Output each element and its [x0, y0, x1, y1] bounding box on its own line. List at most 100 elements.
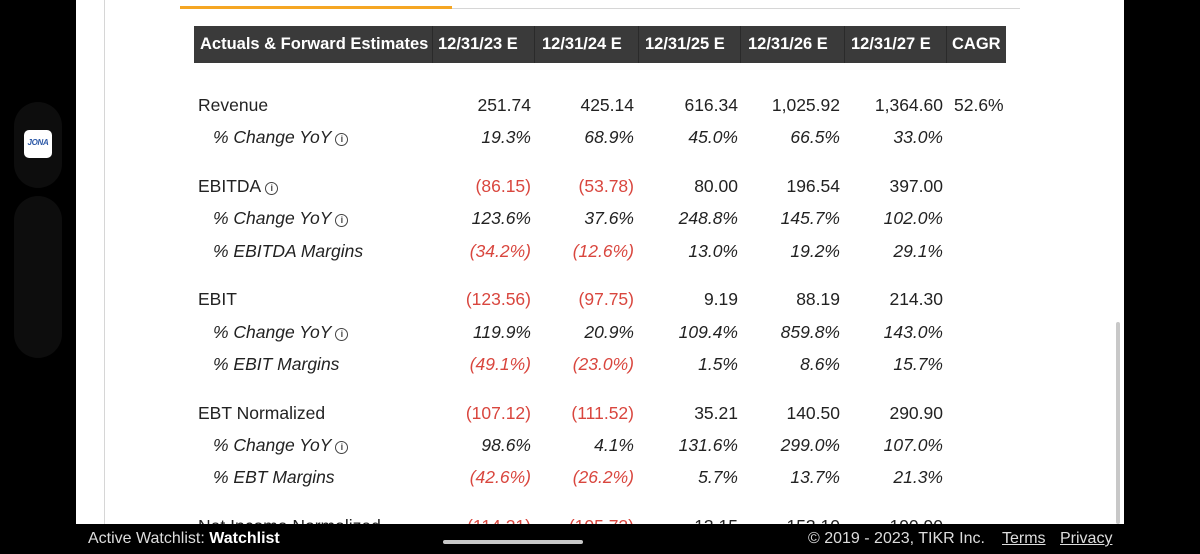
value-cell: 1,025.92: [771, 95, 840, 115]
value-cell: 45.0%: [688, 127, 738, 147]
value-cell: 21.3%: [893, 467, 943, 487]
header-period: 12/31/27 E: [851, 35, 931, 53]
header-divider: [844, 26, 845, 63]
header-period: 12/31/25 E: [645, 35, 725, 53]
value-cell: 5.7%: [698, 467, 738, 487]
value-cell: (42.6%): [469, 467, 531, 487]
value-cell: 19.3%: [481, 127, 531, 147]
value-cell: 251.74: [477, 95, 531, 115]
cagr-cell: 52.6%: [954, 95, 1004, 115]
value-cell: (86.15): [475, 176, 531, 196]
header-divider: [432, 26, 433, 63]
value-cell: (23.0%): [572, 354, 634, 374]
content-edge: [104, 0, 105, 524]
value-cell: 123.6%: [471, 208, 531, 228]
tab-divider: [180, 8, 1020, 9]
copyright-text: © 2019 - 2023, TIKR Inc.: [808, 530, 985, 547]
row-label: % Change YoY i: [213, 123, 349, 151]
header-period: 12/31/23 E: [438, 35, 518, 53]
privacy-link[interactable]: Privacy: [1060, 530, 1113, 547]
value-cell: 425.14: [580, 95, 634, 115]
row-label: % Change YoY i: [213, 431, 349, 459]
info-icon[interactable]: i: [335, 441, 349, 454]
value-cell: 15.7%: [893, 354, 943, 374]
value-cell: 35.21: [694, 403, 738, 423]
table-row: % EBT Margins (42.6%) (26.2%) 5.7% 13.7% 21.3…: [194, 463, 1006, 491]
value-cell: 13.0%: [688, 241, 738, 261]
info-icon[interactable]: i: [335, 214, 349, 227]
value-cell: 37.6%: [584, 208, 634, 228]
value-cell: (53.78): [578, 176, 634, 196]
footer-bar: Active Watchlist: Watchlist © 2019 - 202…: [0, 524, 1200, 554]
content-page: [76, 0, 1124, 524]
header-divider: [638, 26, 639, 63]
value-cell: 145.7%: [780, 208, 840, 228]
value-cell: 109.4%: [678, 322, 738, 342]
value-cell: 214.30: [889, 289, 943, 309]
value-cell: 196.54: [786, 176, 840, 196]
value-cell: 8.6%: [800, 354, 840, 374]
value-cell: 107.0%: [883, 435, 943, 455]
row-label: EBIT: [198, 289, 237, 309]
value-cell: (97.75): [578, 289, 634, 309]
table-row: % EBITDA Margins (34.2%) (12.6%) 13.0% 19.2%…: [194, 237, 1006, 265]
value-cell: 290.90: [889, 403, 943, 423]
avatar[interactable]: JONA: [24, 130, 52, 158]
info-icon[interactable]: i: [265, 182, 279, 195]
row-label: % EBIT Margins: [213, 354, 340, 374]
value-cell: 13.7%: [790, 467, 840, 487]
value-cell: 397.00: [889, 176, 943, 196]
value-cell: (26.2%): [572, 467, 634, 487]
value-cell: (34.2%): [469, 241, 531, 261]
sidebar-panel-bottom: [14, 196, 62, 358]
value-cell: 859.8%: [780, 322, 840, 342]
value-cell: 66.5%: [790, 127, 840, 147]
row-label: Revenue: [198, 95, 269, 115]
value-cell: 88.19: [796, 289, 840, 309]
row-label: EBT Normalized: [198, 403, 326, 423]
terms-link[interactable]: Terms: [1002, 530, 1046, 547]
value-cell: (111.52): [571, 403, 634, 423]
value-cell: 299.0%: [780, 435, 840, 455]
header-cagr: CAGR: [952, 35, 1001, 53]
info-icon[interactable]: i: [335, 133, 349, 146]
value-cell: 9.19: [703, 289, 738, 309]
header-period: 12/31/26 E: [748, 35, 828, 53]
row-label: % EBITDA Margins: [213, 241, 364, 261]
value-cell: 102.0%: [883, 208, 943, 228]
active-tab-indicator: [180, 6, 452, 9]
value-cell: 80.00: [694, 176, 738, 196]
header-divider: [740, 26, 741, 63]
row-label: EBITDA i: [198, 172, 279, 200]
table-header: Actuals & Forward Estimates 12/31/23 E 12/…: [194, 26, 1006, 63]
value-cell: 68.9%: [584, 127, 634, 147]
value-cell: (12.6%): [572, 241, 634, 261]
header-title: Actuals & Forward Estimates: [200, 35, 429, 53]
table-row: EBT Normalized (107.12) (111.52) 35.21 140.5…: [194, 399, 1006, 427]
value-cell: 1,364.60: [874, 95, 943, 115]
value-cell: 20.9%: [584, 322, 634, 342]
value-cell: (107.12): [465, 403, 531, 423]
row-label: % Change YoY i: [213, 204, 349, 232]
avatar-text: JONA: [27, 138, 49, 147]
table-row: Revenue 251.74 425.14 616.34 1,025.92 1,364.6…: [194, 91, 1006, 119]
value-cell: 1.5%: [698, 354, 738, 374]
value-cell: (49.1%): [469, 354, 531, 374]
home-indicator[interactable]: [443, 540, 583, 544]
header-divider: [946, 26, 947, 63]
table-row: % Change YoY i 19.3% 68.9% 45.0% 66.5% 33.0%: [194, 123, 1006, 151]
value-cell: 19.2%: [790, 241, 840, 261]
table-row: % Change YoY i 98.6% 4.1% 131.6% 299.0% 107.0%: [194, 431, 1006, 459]
active-watchlist[interactable]: Active Watchlist: Watchlist: [88, 530, 280, 548]
value-cell: 98.6%: [481, 435, 531, 455]
watchlist-label: Active Watchlist:: [88, 530, 205, 547]
table-row: EBIT (123.56) (97.75) 9.19 88.19 214.30: [194, 285, 1006, 313]
table-row: % EBIT Margins (49.1%) (23.0%) 1.5% 8.6% 15.7…: [194, 350, 1006, 378]
value-cell: 143.0%: [883, 322, 943, 342]
info-icon[interactable]: i: [335, 328, 349, 341]
scrollbar-thumb[interactable]: [1116, 322, 1120, 524]
header-divider: [534, 26, 535, 63]
table-row: % Change YoY i 119.9% 20.9% 109.4% 859.8% 143.…: [194, 318, 1006, 346]
value-cell: 140.50: [786, 403, 840, 423]
value-cell: 248.8%: [678, 208, 738, 228]
